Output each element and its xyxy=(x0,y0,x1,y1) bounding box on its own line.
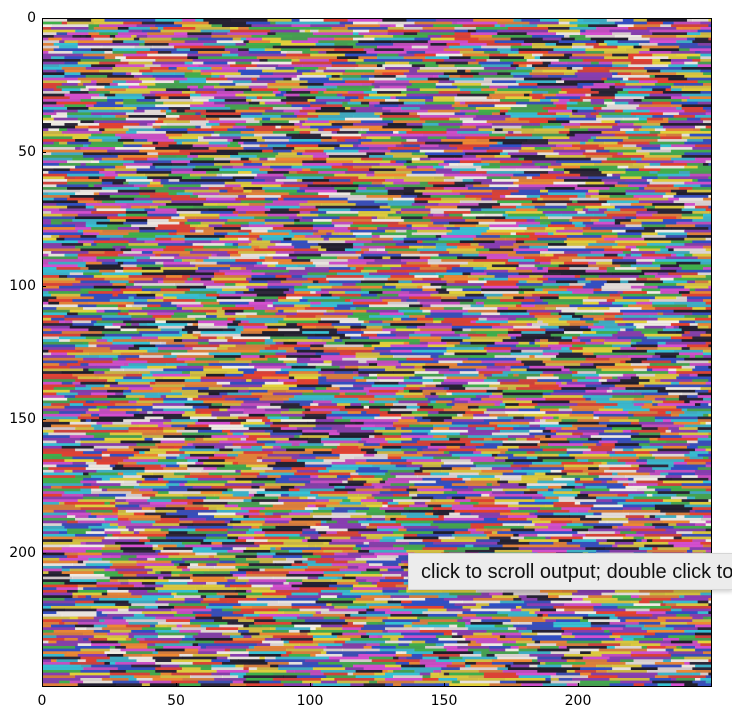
x-tick-mark xyxy=(310,683,311,687)
x-tick-mark xyxy=(578,683,579,687)
x-tick-label: 50 xyxy=(167,693,185,709)
y-tick-label: 0 xyxy=(27,10,36,26)
y-tick-mark xyxy=(42,152,46,153)
x-tick-label: 0 xyxy=(37,693,47,709)
x-tick-label: 150 xyxy=(430,693,458,709)
tooltip-text: click to scroll output; double click to … xyxy=(421,561,732,583)
y-tick-mark xyxy=(42,18,46,19)
y-tick-mark xyxy=(42,419,46,420)
x-tick-label: 200 xyxy=(564,693,592,709)
y-tick-label: 150 xyxy=(9,411,36,428)
y-tick-mark xyxy=(42,286,46,287)
y-tick-mark xyxy=(42,553,46,554)
y-tick-label: 200 xyxy=(9,545,36,562)
y-tick-label: 50 xyxy=(18,143,36,160)
x-tick-mark xyxy=(42,683,43,687)
y-tick-label: 100 xyxy=(9,277,36,294)
x-tick-label: 100 xyxy=(296,693,324,709)
x-tick-mark xyxy=(444,683,445,687)
scroll-output-tooltip[interactable]: click to scroll output; double click to … xyxy=(408,553,732,590)
x-tick-mark xyxy=(176,683,177,687)
